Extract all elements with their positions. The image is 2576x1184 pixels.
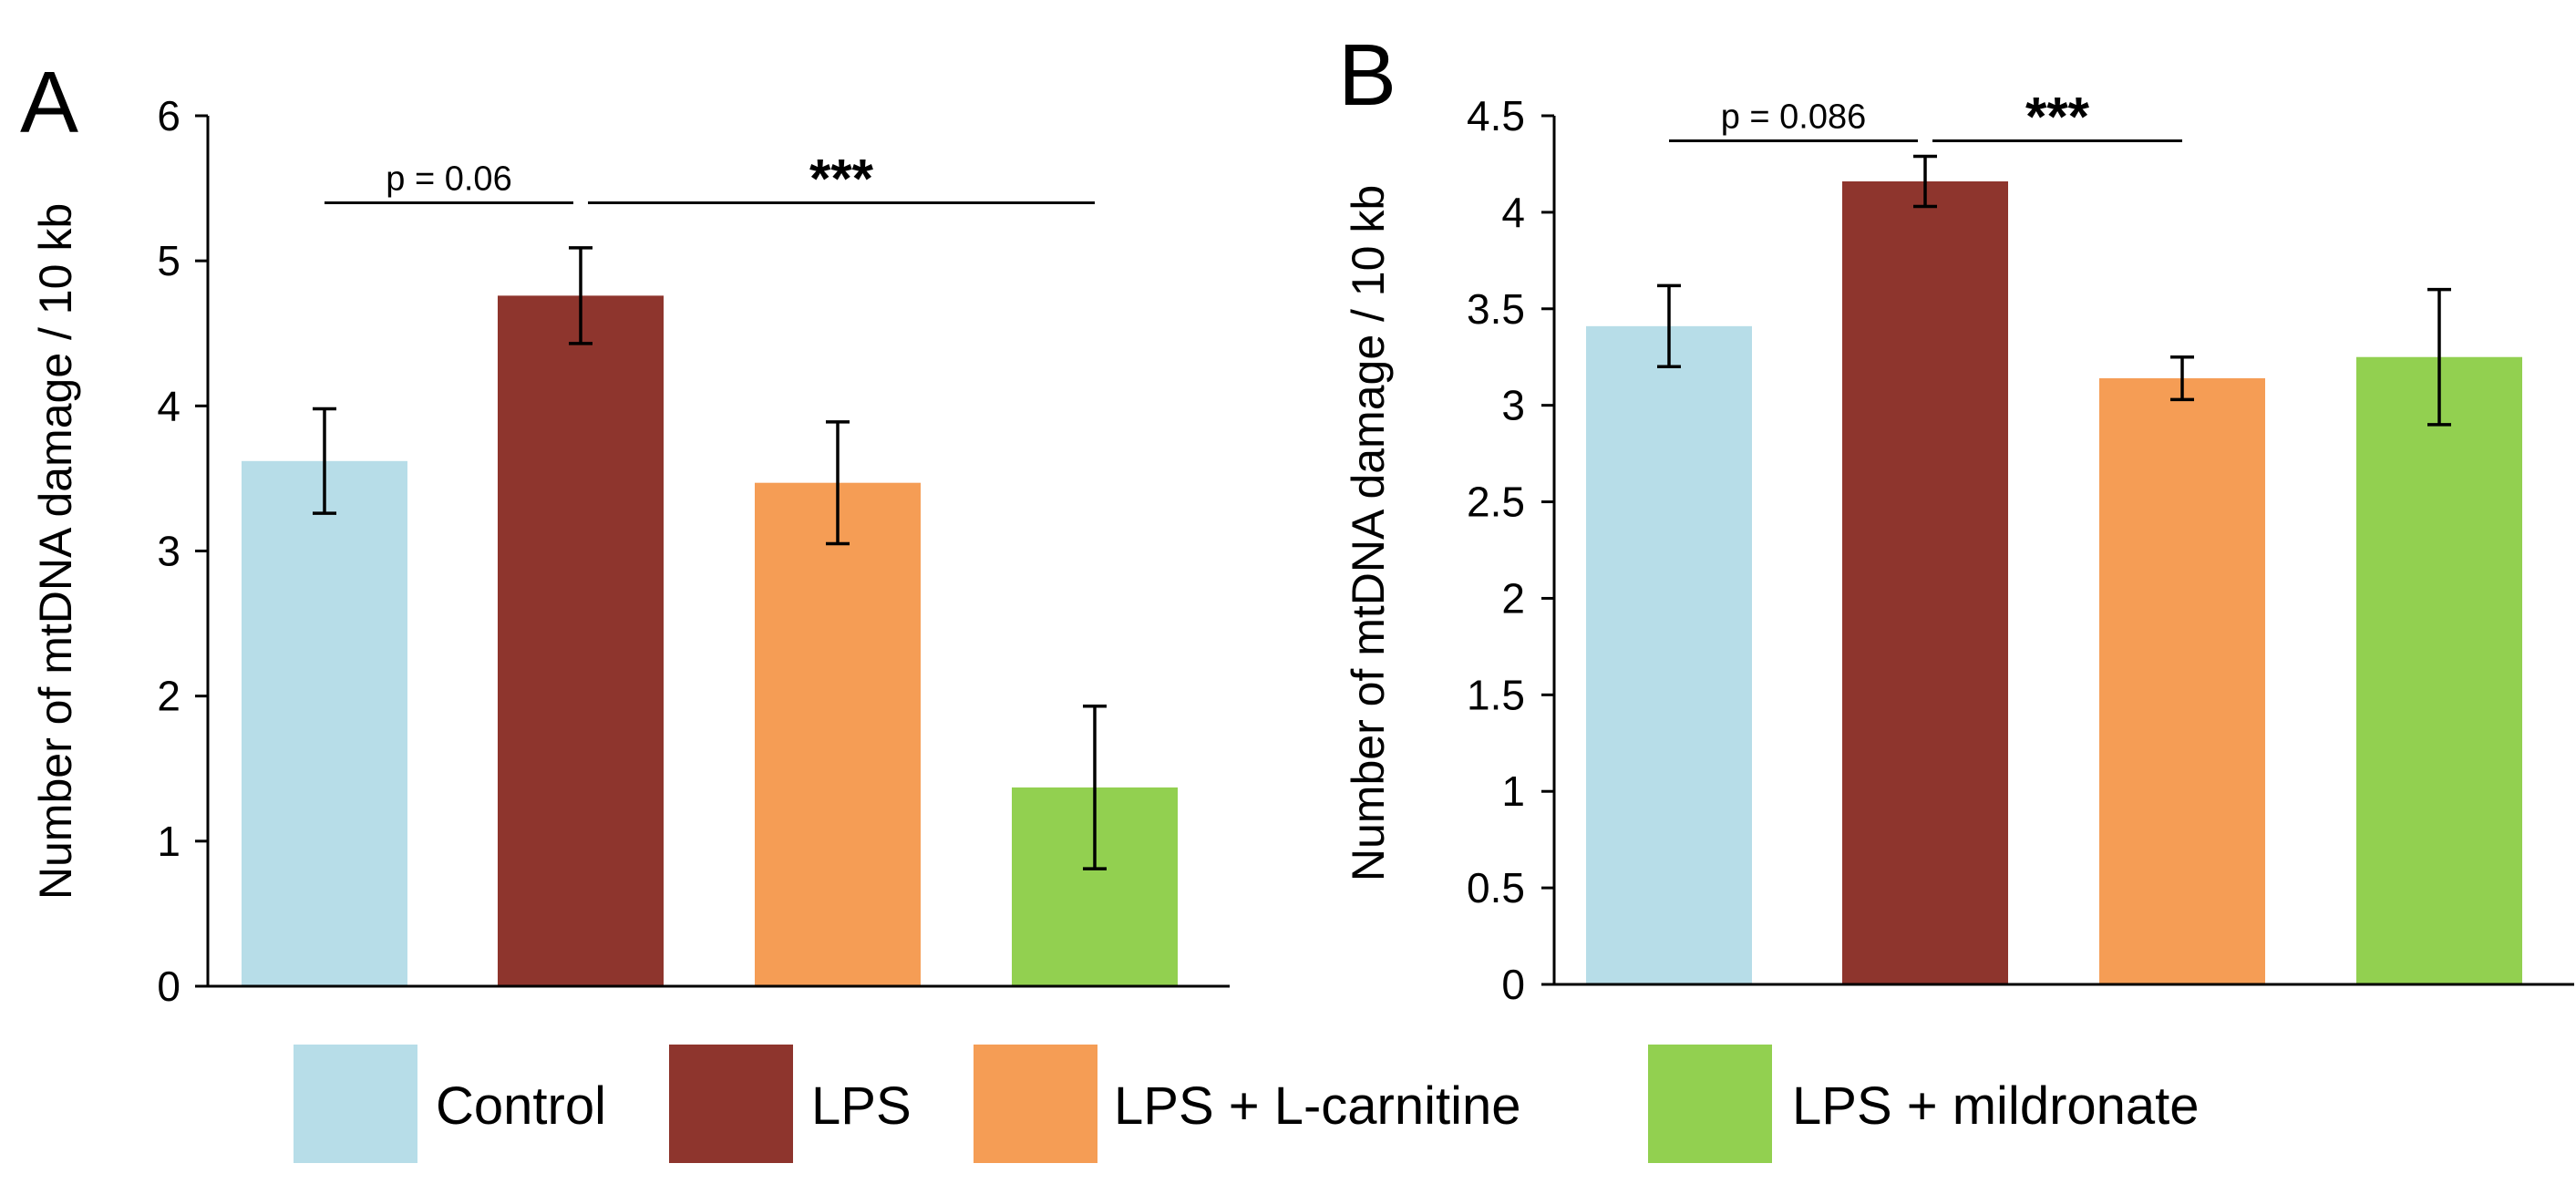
legend-label-1: Control <box>436 1076 606 1136</box>
panel-a-y-tick-label: 1 <box>157 818 180 865</box>
panel-a-bar-3 <box>755 482 921 986</box>
panel-a-significance-label: p = 0.06 <box>386 160 511 199</box>
panel-b-bar-1 <box>1586 325 1752 984</box>
panel-a-y-tick-label: 6 <box>157 92 180 139</box>
panel-a-y-tick-label: 2 <box>157 673 180 720</box>
panel-b-y-tick-label: 4 <box>1501 189 1525 236</box>
panel-b-y-axis-label: Number of mtDNA damage / 10 kb <box>1343 185 1394 881</box>
panel-b-chart: B Number of mtDNA damage / 10 kb 0 0.5 1 1.… <box>1338 26 2574 1008</box>
panel-a-chart: A Number of mtDNA damage / 10 kb 0 1 2 3 4 5 6… <box>20 54 1230 1010</box>
legend-label-4: LPS + mildronate <box>1792 1076 2200 1136</box>
panel-a-y-axis-label: Number of mtDNA damage / 10 kb <box>30 203 81 900</box>
legend: Control LPS LPS + L-carnitine LPS + mildron… <box>294 1045 2200 1163</box>
panel-a-significance-label: *** <box>809 149 874 210</box>
panel-b-y-tick-label: 3 <box>1501 382 1525 429</box>
panel-b-y-tick-label: 0 <box>1501 961 1525 1008</box>
panel-a-y-tick-label: 5 <box>157 237 180 284</box>
panel-a-letter: A <box>20 54 78 151</box>
legend-label-3: LPS + L-carnitine <box>1114 1076 1521 1136</box>
panel-b-bar-2 <box>1842 181 2008 984</box>
panel-a-bar-1 <box>242 460 407 987</box>
legend-swatch-1 <box>294 1045 417 1163</box>
panel-b-bar-3 <box>2099 378 2265 984</box>
panel-b-significance-label: p = 0.086 <box>1721 98 1867 137</box>
panel-a-y-tick-label: 4 <box>157 382 180 429</box>
panel-b-bar-4 <box>2356 356 2522 984</box>
panel-b-y-tick-label: 2 <box>1501 574 1525 622</box>
panel-b-significance-label: *** <box>2025 87 2090 148</box>
panel-a-y-tick-label: 3 <box>157 528 180 575</box>
panel-a-bar-2 <box>498 295 664 986</box>
legend-label-2: LPS <box>811 1076 912 1136</box>
legend-swatch-3 <box>974 1045 1097 1163</box>
panel-b-y-tick-label: 1 <box>1501 767 1525 815</box>
legend-swatch-2 <box>669 1045 793 1163</box>
panel-b-y-tick-label: 3.5 <box>1467 285 1525 333</box>
panel-a-y-tick-label: 0 <box>157 963 180 1010</box>
panel-b-y-tick-label: 0.5 <box>1467 864 1525 911</box>
legend-swatch-4 <box>1648 1045 1772 1163</box>
panel-b-y-tick-label: 1.5 <box>1467 671 1525 718</box>
panel-b-letter: B <box>1338 26 1396 124</box>
panel-b-y-tick-label: 4.5 <box>1467 92 1525 139</box>
panel-b-y-tick-label: 2.5 <box>1467 479 1525 526</box>
